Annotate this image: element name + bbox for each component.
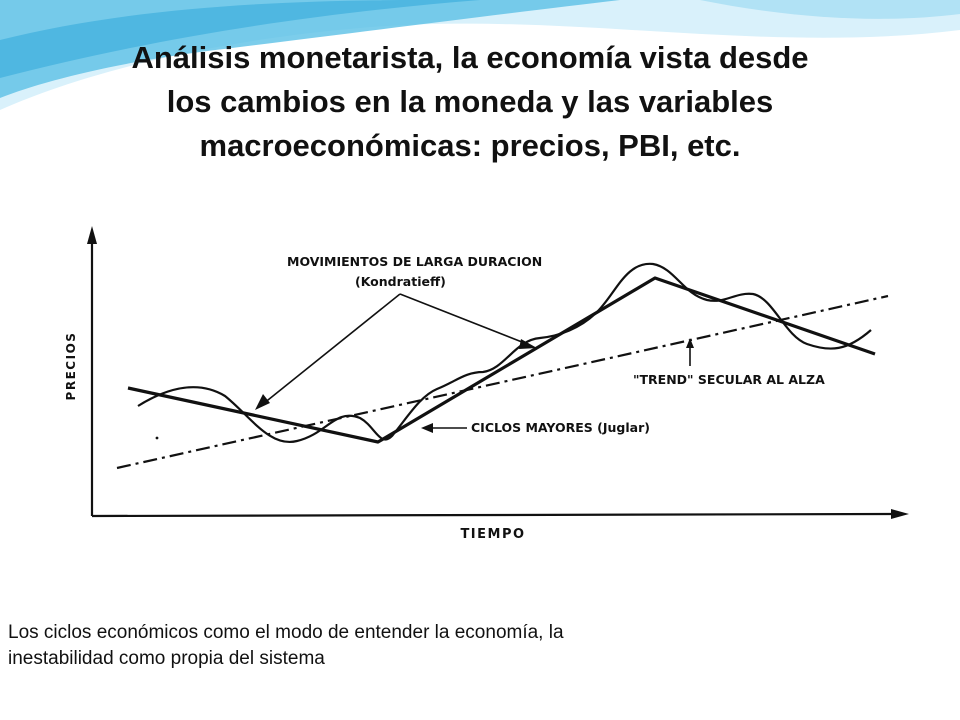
x-axis-label: TIEMPO — [460, 527, 525, 542]
secular-trend-line — [116, 294, 889, 470]
kondratieff-arrowhead-right — [519, 339, 537, 349]
y-axis-label: PRECIOS — [64, 332, 78, 401]
kondratieff-line — [127, 276, 876, 444]
x-axis-arrowhead — [891, 509, 909, 519]
juglar-arrowhead — [421, 423, 433, 433]
slide-title: Análisis monetarista, la economía vista … — [20, 36, 920, 168]
economic-cycles-diagram: PRECIOS TIEMPO MOVIMIENTOS DE LARGA DURA… — [35, 186, 915, 560]
caption-line-1: Los ciclos económicos como el modo de en… — [8, 622, 564, 643]
kondratieff-label-line2: (Kondratieff) — [355, 274, 446, 289]
kondratieff-pointer-right — [399, 293, 528, 345]
caption-line-2: inestabilidad como propia del sistema — [8, 648, 325, 669]
trend-arrowhead — [686, 338, 694, 348]
diagram-canvas: PRECIOS TIEMPO MOVIMIENTOS DE LARGA DURA… — [64, 226, 909, 542]
title-line-3: macroeconómicas: precios, PBI, etc. — [199, 128, 741, 163]
juglar-label: CICLOS MAYORES (Juglar) — [471, 420, 650, 435]
slide-caption: Los ciclos económicos como el modo de en… — [8, 620, 908, 672]
trend-label: "TREND" SECULAR AL ALZA — [633, 372, 825, 387]
title-line-1: Análisis monetarista, la economía vista … — [131, 40, 809, 75]
y-axis-arrowhead — [87, 226, 97, 244]
x-axis — [91, 512, 898, 518]
juglar-cycles-curve — [137, 262, 872, 444]
title-line-2: los cambios en la moneda y las variables — [166, 84, 774, 119]
kondratieff-arrowhead-left — [255, 394, 270, 410]
stray-dot — [155, 436, 159, 440]
kondratieff-pointer-left — [262, 293, 401, 405]
kondratieff-label-line1: MOVIMIENTOS DE LARGA DURACION — [287, 254, 542, 269]
